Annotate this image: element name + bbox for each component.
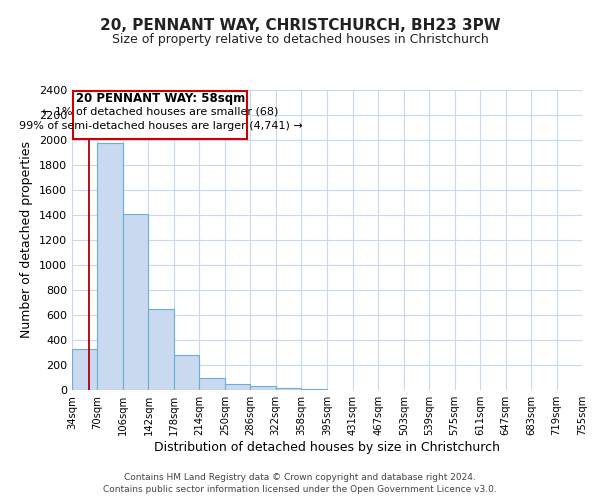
Bar: [276, 388, 301, 390]
X-axis label: Distribution of detached houses by size in Christchurch: Distribution of detached houses by size …: [154, 441, 500, 454]
Bar: [72, 349, 97, 390]
Text: Size of property relative to detached houses in Christchurch: Size of property relative to detached ho…: [112, 32, 488, 46]
Bar: [199, 378, 225, 390]
Text: 99% of semi-detached houses are larger (4,741) →: 99% of semi-detached houses are larger (…: [19, 121, 302, 131]
Text: 20 PENNANT WAY: 58sqm: 20 PENNANT WAY: 58sqm: [76, 92, 245, 106]
Bar: [250, 386, 276, 390]
Bar: [301, 389, 328, 390]
Y-axis label: Number of detached properties: Number of detached properties: [20, 142, 34, 338]
Bar: [97, 142, 123, 390]
Bar: [148, 308, 174, 390]
Text: 20, PENNANT WAY, CHRISTCHURCH, BH23 3PW: 20, PENNANT WAY, CHRISTCHURCH, BH23 3PW: [100, 18, 500, 32]
Bar: [174, 355, 199, 390]
FancyBboxPatch shape: [73, 90, 247, 138]
Text: Contains HM Land Registry data © Crown copyright and database right 2024.: Contains HM Land Registry data © Crown c…: [124, 472, 476, 482]
Text: Contains public sector information licensed under the Open Government Licence v3: Contains public sector information licen…: [103, 485, 497, 494]
Text: ← 1% of detached houses are smaller (68): ← 1% of detached houses are smaller (68): [42, 106, 278, 116]
Bar: [225, 384, 250, 390]
Bar: [123, 214, 148, 390]
